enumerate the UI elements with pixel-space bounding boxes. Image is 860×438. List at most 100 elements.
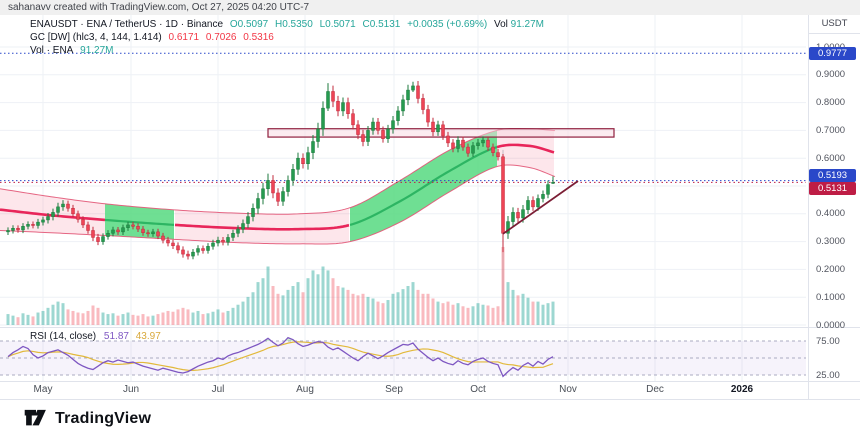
volume-bar [366,296,370,325]
candle-body [376,121,380,131]
candle-body [286,180,290,192]
gc-value-mid: 0.7026 [205,32,237,43]
candle-body [426,109,430,123]
volume-bar [116,315,120,325]
volume-bar [351,293,355,325]
price-axis[interactable]: USDT [808,15,860,399]
vol-label: Vol [493,19,508,30]
candle-body [6,230,10,233]
volume-bar [506,282,510,325]
symbol-legend-row[interactable]: ENAUSDT · ENA / TetherUS · 1D · Binance … [30,18,544,31]
volume-bar [511,289,515,325]
volume-bar [216,309,220,325]
volume-bar [361,293,365,325]
volume-bar [196,310,200,325]
price-axis-currency[interactable]: USDT [809,15,860,34]
candle-body [271,180,275,194]
volume-bar [176,309,180,325]
candle-body [206,246,210,251]
volume-bar [451,304,455,325]
candle-body [176,245,180,251]
candle-body [51,212,55,217]
candle-body [36,221,40,226]
candle-body [216,239,220,244]
attribution-text: sahanavv created with TradingView.com, O… [8,2,310,13]
attribution-bar: sahanavv created with TradingView.com, O… [0,0,860,15]
volume-bar [276,293,280,325]
volume-bar [301,292,305,325]
volume-bar [391,293,395,325]
gaussian-channel-fill [497,128,554,177]
candle-body [481,139,485,144]
candle-body [166,239,170,244]
candle-body [231,233,235,238]
rsi-legend-row[interactable]: RSI (14, close) 51.87 43.97 [30,331,161,342]
candle-body [371,121,375,131]
volume-bar [311,270,315,325]
candle-body [456,139,460,149]
volume-bar [491,307,495,325]
volume-bar [26,314,30,325]
candle-body [336,100,340,112]
trend-line-drawing [502,180,579,235]
volume-bar [146,316,150,325]
volume-bar [521,293,525,325]
candle-body [511,212,515,222]
candle-body [201,248,205,251]
volume-bar [166,310,170,325]
volume-bar [171,311,175,325]
volume-bar [466,307,470,325]
candle-body [76,213,80,220]
ohlc-high: H0.5350 [274,19,313,30]
volume-bar [446,301,450,325]
candle-body [551,182,555,184]
volume-bar [101,312,105,325]
volume-bar [326,270,330,325]
candle-body [121,227,125,233]
volume-bar [36,312,40,325]
volume-indicator-row[interactable]: Vol · ENA 91.27M [30,44,544,57]
volume-bar [76,312,80,325]
candle-body [106,233,110,237]
candle-body [196,248,200,253]
symbol-title[interactable]: ENAUSDT · ENA / TetherUS · 1D · Binance [30,19,224,30]
gaussian-channel-centerline [104,218,175,226]
gc-value-low: 0.5316 [243,32,274,43]
candle-body [211,242,215,247]
candle-body [316,128,320,142]
volume-bar [456,303,460,325]
gc-indicator-row[interactable]: GC [DW] (hlc3, 4, 144, 1.414) 0.6171 0.7… [30,31,544,44]
volume-bar [246,296,250,325]
candle-body [46,216,50,221]
candle-body [266,180,270,190]
candle-body [156,231,160,237]
volume-bar [66,309,70,325]
candle-body [41,219,45,223]
candle-body [411,85,415,91]
candle-body [401,99,405,112]
volume-bar [471,306,475,325]
candle-body [476,142,480,146]
volume-bar [271,286,275,325]
rsi-title[interactable]: RSI (14, close) [30,331,97,342]
candle-body [191,251,195,257]
candle-body [291,169,295,181]
candle-body [306,152,310,165]
candle-body [351,113,355,126]
candle-body [346,102,350,114]
candle-body [356,124,360,135]
volume-bar [206,313,210,325]
tradingview-footer-link[interactable]: TradingView [24,404,151,434]
gc-title[interactable]: GC [DW] (hlc3, 4, 144, 1.414) [30,32,162,43]
volume-bar [341,287,345,325]
candle-body [71,207,75,215]
candle-body [186,253,190,257]
price-change: +0.0035 (+0.69%) [407,19,488,30]
volume-bar [11,315,15,325]
volume-bar [91,305,95,325]
gc-value-high: 0.6171 [168,32,200,43]
volume-bar [161,312,165,325]
ohlc-low: L0.5071 [319,19,356,30]
volume-title[interactable]: Vol · ENA [30,45,74,56]
